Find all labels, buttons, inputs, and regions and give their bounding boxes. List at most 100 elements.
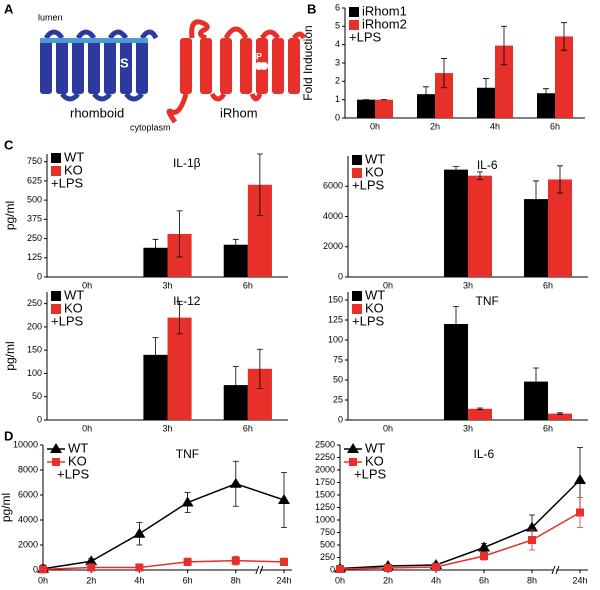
x-tick-label: 6h: [243, 280, 253, 290]
legend-swatch: [352, 291, 362, 301]
y-tick-label: 2000: [315, 464, 335, 474]
legend-swatch: [352, 155, 362, 165]
y-tick-label: 1500: [315, 489, 335, 499]
error-bar: [477, 171, 483, 180]
error-bar: [561, 22, 567, 51]
y-tick-label: 4: [335, 39, 340, 49]
y-axis-label: pg/ml: [0, 493, 13, 522]
x-tick-label: 6h: [543, 423, 553, 433]
y-tick-label: 1750: [315, 477, 335, 487]
axis-break-gap: [257, 569, 260, 571]
bar: [548, 413, 572, 420]
x-tick-label: 0h: [82, 280, 92, 290]
error-bar: [501, 25, 507, 66]
y-tick-label: 4000: [18, 514, 38, 524]
marker: [480, 552, 488, 560]
line: [42, 482, 285, 570]
axis-break: [551, 565, 560, 575]
y-tick-label: 5: [335, 21, 340, 31]
x-tick-label: 8h: [527, 575, 537, 585]
y-tick-label: 0: [330, 564, 335, 574]
y-tick-label: 150: [328, 294, 343, 304]
error-bar: [256, 153, 263, 216]
marker: [280, 557, 288, 566]
error-bar: [533, 180, 539, 218]
marker: [183, 557, 192, 566]
bar: [477, 87, 495, 118]
marker: [528, 536, 536, 544]
axis-break: [255, 565, 264, 575]
y-tick-label: 2000: [323, 241, 343, 251]
x-tick-label: 4h: [134, 575, 144, 585]
y-tick-label: 10000: [13, 439, 38, 449]
marker: [229, 477, 242, 488]
y-tick-label: 250: [27, 233, 42, 243]
legend-swatch: [349, 20, 359, 30]
y-tick-label: 150: [27, 345, 42, 355]
annotation: +LPS: [352, 313, 384, 328]
y-tick-label: 625: [27, 175, 42, 185]
y-tick-label: 2: [335, 76, 340, 86]
y-tick-label: 2250: [315, 452, 335, 462]
diagram: lumen cytoplasm rhomboid iRhom S H P: [38, 12, 307, 132]
y-tick-label: 4000: [323, 211, 343, 221]
legend-label: WT: [68, 440, 88, 455]
marker: [39, 565, 47, 574]
bar: [435, 73, 453, 118]
y-tick-label: 0: [37, 414, 42, 424]
bar: [167, 317, 192, 420]
marker: [384, 564, 392, 572]
x-tick-label: 24h: [276, 575, 291, 585]
y-tick-label: 0: [338, 414, 343, 424]
error-bar: [453, 306, 459, 342]
legend-swatch: [352, 304, 362, 314]
error-bar: [152, 238, 159, 257]
y-tick-label: 0: [335, 112, 340, 122]
y-tick-label: 6000: [18, 489, 38, 499]
chart: 0 2000 4000 6000 8000 10000 TNF pg/ml 0h 2h 4h 6h 8h…: [0, 439, 292, 585]
y-tick-label: 0: [33, 564, 38, 574]
diagram-label: iRhom: [220, 105, 258, 120]
marker: [87, 563, 96, 572]
diagram-label: P: [256, 51, 262, 61]
y-tick-label: 1000: [315, 514, 335, 524]
marker: [133, 527, 146, 538]
y-tick-label: 125: [27, 252, 42, 262]
chart-title: IL-6: [473, 447, 494, 461]
x-tick-label: 0h: [383, 423, 393, 433]
error-bar: [483, 78, 489, 98]
legend-swatch: [51, 166, 61, 176]
error-bar: [423, 86, 429, 102]
x-tick-label: 6h: [243, 423, 253, 433]
chart-title: IL-6: [477, 158, 498, 172]
annotation: +LPS: [349, 29, 381, 44]
legend-swatch: [349, 7, 359, 17]
x-tick-label: 6h: [479, 575, 489, 585]
y-tick-label: 250: [27, 298, 42, 308]
error-bar: [176, 300, 183, 335]
bar: [468, 408, 492, 420]
chart-title: IL-1β: [173, 156, 201, 170]
legend-label: KO: [365, 300, 384, 315]
error-bar: [453, 166, 459, 174]
y-tick-label: 250: [320, 552, 335, 562]
error-bar: [477, 407, 483, 410]
error-bar: [557, 165, 563, 194]
y-tick-label: 6: [335, 2, 340, 12]
bar: [375, 99, 393, 118]
y-tick-label: 3: [335, 57, 340, 67]
x-tick-label: 3h: [463, 423, 473, 433]
chart-title: TNF: [476, 294, 499, 308]
x-tick-label: 2h: [383, 575, 393, 585]
bar: [417, 94, 435, 118]
bar: [555, 36, 573, 118]
x-tick-label: 0h: [383, 280, 393, 290]
y-tick-label: 500: [27, 195, 42, 205]
legend-marker: [347, 443, 359, 453]
line: [339, 511, 581, 570]
y-tick-label: 25: [333, 394, 343, 404]
annotation: +LPS: [57, 466, 89, 481]
annotation: +LPS: [51, 313, 83, 328]
panel-label: D: [4, 428, 13, 443]
x-tick-label: 8h: [231, 575, 241, 585]
